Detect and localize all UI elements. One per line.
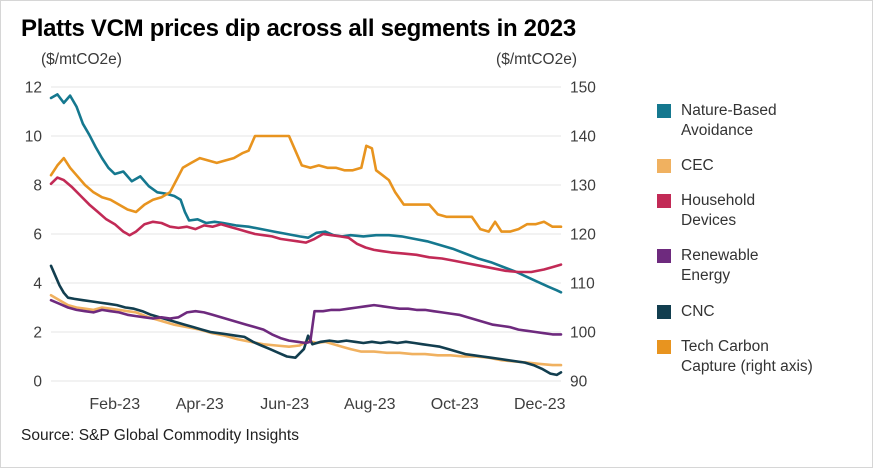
legend-item-cnc: CNC xyxy=(657,302,864,322)
legend-item-renewable-energy: Renewable Energy xyxy=(657,246,864,286)
series-line-cnc xyxy=(49,264,563,376)
left-axis-tick-label: 8 xyxy=(33,177,42,194)
legend-label-cnc: CNC xyxy=(681,302,715,320)
x-axis-tick-label: Feb-23 xyxy=(89,396,140,413)
left-axis-tick-label: 6 xyxy=(33,226,42,243)
left-axis-tick-label: 2 xyxy=(33,324,42,341)
left-axis-tick-label: 12 xyxy=(25,79,42,96)
legend-item-household-devices: Household Devices xyxy=(657,191,864,231)
legend-swatch-cnc xyxy=(657,304,671,319)
right-axis-tick-label: 120 xyxy=(570,226,596,243)
legend-label-household-devices: Household Devices xyxy=(681,192,756,230)
legend-label-renewable-energy: Renewable Energy xyxy=(681,247,759,285)
series-line-renewable-energy xyxy=(49,298,563,344)
legend: Nature-Based Avoidance CEC Household Dev… xyxy=(639,45,872,377)
x-axis-tick-label: Jun-23 xyxy=(260,396,309,413)
left-axis-unit-label: ($/mtCO2e) xyxy=(41,50,122,68)
series-line-cec xyxy=(49,293,563,366)
source-note: Source: S&P Global Commodity Insights xyxy=(21,426,299,444)
left-axis-tick-label: 10 xyxy=(25,128,43,145)
right-axis-tick-label: 100 xyxy=(570,324,596,341)
x-axis-tick-label: Oct-23 xyxy=(431,396,479,413)
series-line-nature-based-avoidance xyxy=(49,92,563,294)
legend-swatch-tech-carbon-capture xyxy=(657,339,671,354)
axis-unit-row: ($/mtCO2e) ($/mtCO2e) xyxy=(11,45,639,69)
legend-swatch-renewable-energy xyxy=(657,249,671,264)
left-axis-tick-label: 4 xyxy=(33,275,42,292)
x-axis-tick-label: Aug-23 xyxy=(344,396,396,413)
page-title: Platts VCM prices dip across all segment… xyxy=(21,15,576,42)
right-axis-tick-label: 150 xyxy=(570,79,596,96)
legend-item-tech-carbon-capture: Tech Carbon Capture (right axis) xyxy=(657,337,864,377)
x-axis-tick-label: Apr-23 xyxy=(176,396,224,413)
right-axis-tick-label: 130 xyxy=(570,177,596,194)
right-axis-tick-label: 110 xyxy=(570,275,595,292)
legend-label-nature-based-avoidance: Nature-Based Avoidance xyxy=(681,101,777,139)
left-axis-tick-label: 0 xyxy=(33,373,42,390)
legend-item-nature-based-avoidance: Nature-Based Avoidance xyxy=(657,101,864,141)
line-chart: 0 90 2 100 4 110 6 120 8 130 10 140 12 150 Feb-23 Apr-2… xyxy=(25,79,596,413)
plot-column: ($/mtCO2e) ($/mtCO2e) 0 90 2 100 4 110 6 120 8 13… xyxy=(11,45,639,423)
chart-content: ($/mtCO2e) ($/mtCO2e) 0 90 2 100 4 110 6 120 8 13… xyxy=(1,45,872,423)
legend-swatch-nature-based-avoidance xyxy=(657,103,671,118)
legend-label-tech-carbon-capture: Tech Carbon Capture (right axis) xyxy=(681,337,813,375)
legend-swatch-cec xyxy=(657,158,671,173)
x-axis-tick-label: Dec-23 xyxy=(514,396,566,413)
right-axis-unit-label: ($/mtCO2e) xyxy=(496,50,577,68)
series-line-household-devices xyxy=(49,175,563,273)
legend-label-cec: CEC xyxy=(681,156,714,174)
series-line-tech-carbon-capture-right-axis- xyxy=(49,134,563,233)
legend-swatch-household-devices xyxy=(657,194,671,209)
right-axis-tick-label: 140 xyxy=(570,128,596,145)
legend-item-cec: CEC xyxy=(657,156,864,176)
right-axis-tick-label: 90 xyxy=(570,373,588,390)
